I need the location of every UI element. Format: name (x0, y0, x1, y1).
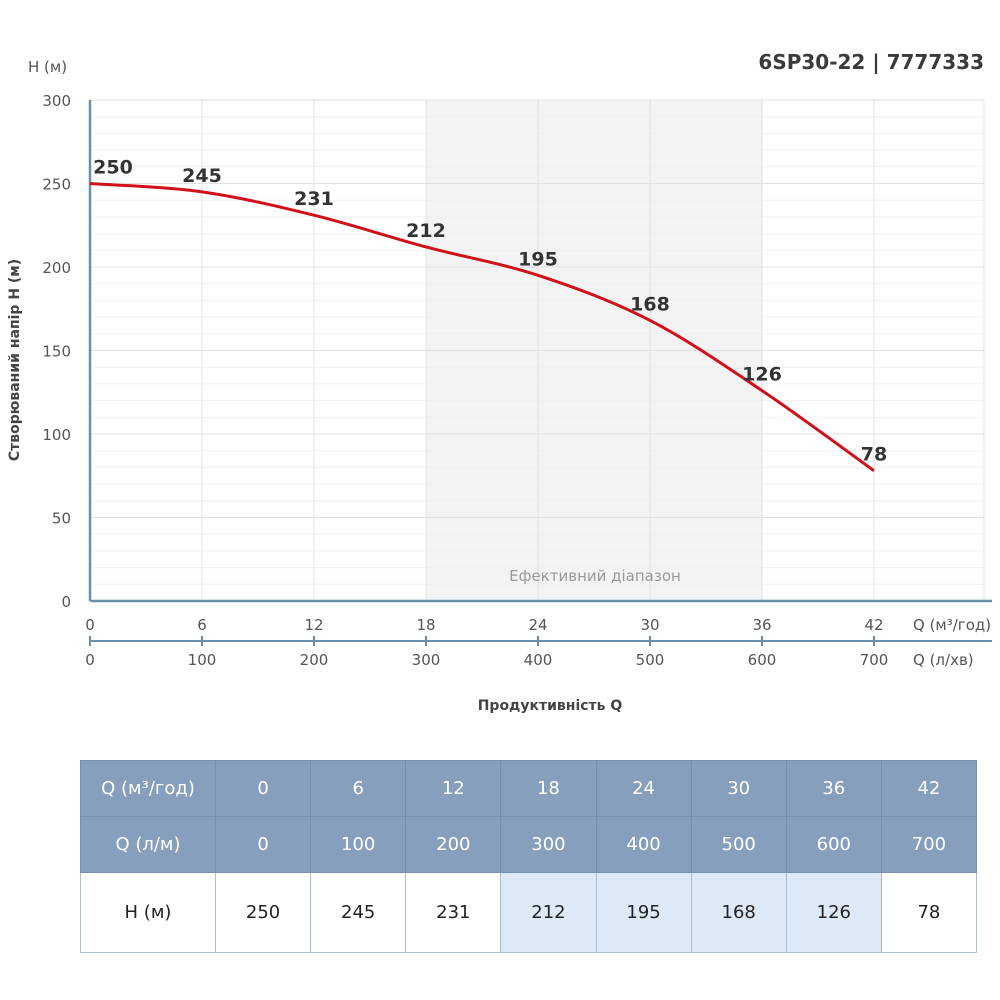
table-cell: 250 (214, 872, 312, 953)
y-tick-label: 300 (42, 92, 71, 110)
table-row-q-lmin: Q (л/м) 0 100 200 300 400 500 600 700 (80, 816, 978, 873)
table-cell: 100 (310, 816, 407, 873)
table-cell: 18 (500, 760, 597, 817)
y-tick-label: 0 (61, 593, 71, 611)
x-tick-label-m3h: 18 (416, 616, 435, 634)
table-cell: 245 (310, 872, 407, 953)
row-label: Q (м³/год) (80, 760, 216, 817)
x-tick-label-m3h: 42 (864, 616, 883, 634)
x-unit-label-lmin: Q (л/хв) (913, 651, 974, 669)
y-tick-label: 150 (42, 343, 71, 361)
x-unit-label-m3h: Q (м³/год) (913, 616, 991, 634)
table-cell: 6 (310, 760, 407, 817)
data-label: 231 (294, 188, 334, 210)
head-curve (89, 182, 875, 472)
table-cell: 42 (880, 760, 978, 817)
x-tick-label-lmin: 100 (188, 651, 217, 669)
table-cell: 212 (500, 872, 597, 953)
table-cell: 36 (785, 760, 882, 817)
data-label: 195 (518, 248, 558, 270)
row-label: H (м) (80, 872, 216, 953)
data-label: 78 (861, 444, 887, 466)
table-cell: 0 (214, 816, 312, 873)
y-tick-label: 50 (52, 510, 71, 528)
x-tick-label-lmin: 0 (85, 651, 95, 669)
model-title: 6SP30-22 | 7777333 (758, 50, 984, 74)
table-cell: 400 (595, 816, 692, 873)
table-cell: 195 (595, 872, 692, 953)
x-tick-label-m3h: 30 (640, 616, 659, 634)
x-tick-label-m3h: 36 (752, 616, 771, 634)
table-cell: 231 (405, 872, 502, 953)
table-cell: 30 (690, 760, 787, 817)
x-tick-label-lmin: 200 (300, 651, 329, 669)
table-row-q-m3h: Q (м³/год) 0 6 12 18 24 30 36 42 (80, 760, 978, 817)
y-unit-label: H (м) (28, 58, 67, 76)
y-tick-label: 250 (42, 176, 71, 194)
y-axis-title: Створюваний напір H (м) (7, 259, 23, 461)
table-cell: 126 (785, 872, 882, 953)
table-cell: 200 (405, 816, 502, 873)
data-label: 168 (630, 293, 670, 315)
data-table: Q (м³/год) 0 6 12 18 24 30 36 42 Q (л/м)… (80, 760, 978, 953)
x-tick-label-lmin: 400 (524, 651, 553, 669)
data-label: 250 (93, 157, 133, 179)
efficient-range-label: Ефективний діапазон (509, 567, 681, 585)
table-cell: 24 (595, 760, 692, 817)
table-cell: 700 (880, 816, 978, 873)
data-label: 245 (182, 165, 222, 187)
y-tick-label: 100 (42, 426, 71, 444)
table-cell: 600 (785, 816, 882, 873)
x-tick-label-lmin: 300 (412, 651, 441, 669)
x-axis-title: Продуктивність Q (478, 698, 623, 714)
table-cell: 78 (880, 872, 978, 953)
table-row-head: H (м) 250 245 231 212 195 168 126 78 (80, 872, 978, 953)
table-cell: 300 (500, 816, 597, 873)
table-cell: 168 (690, 872, 787, 953)
x-tick-label-lmin: 500 (636, 651, 665, 669)
y-tick-label: 200 (42, 259, 71, 277)
row-label: Q (л/м) (80, 816, 216, 873)
x-tick-label-lmin: 600 (748, 651, 777, 669)
data-label: 212 (406, 220, 446, 242)
x-tick-label-m3h: 24 (528, 616, 547, 634)
table-cell: 0 (214, 760, 312, 817)
table-cell: 500 (690, 816, 787, 873)
x-tick-label-m3h: 6 (197, 616, 207, 634)
x-tick-label-m3h: 12 (304, 616, 323, 634)
x-tick-label-m3h: 0 (85, 616, 95, 634)
table-cell: 12 (405, 760, 502, 817)
x-tick-label-lmin: 700 (860, 651, 889, 669)
data-label: 126 (742, 364, 782, 386)
